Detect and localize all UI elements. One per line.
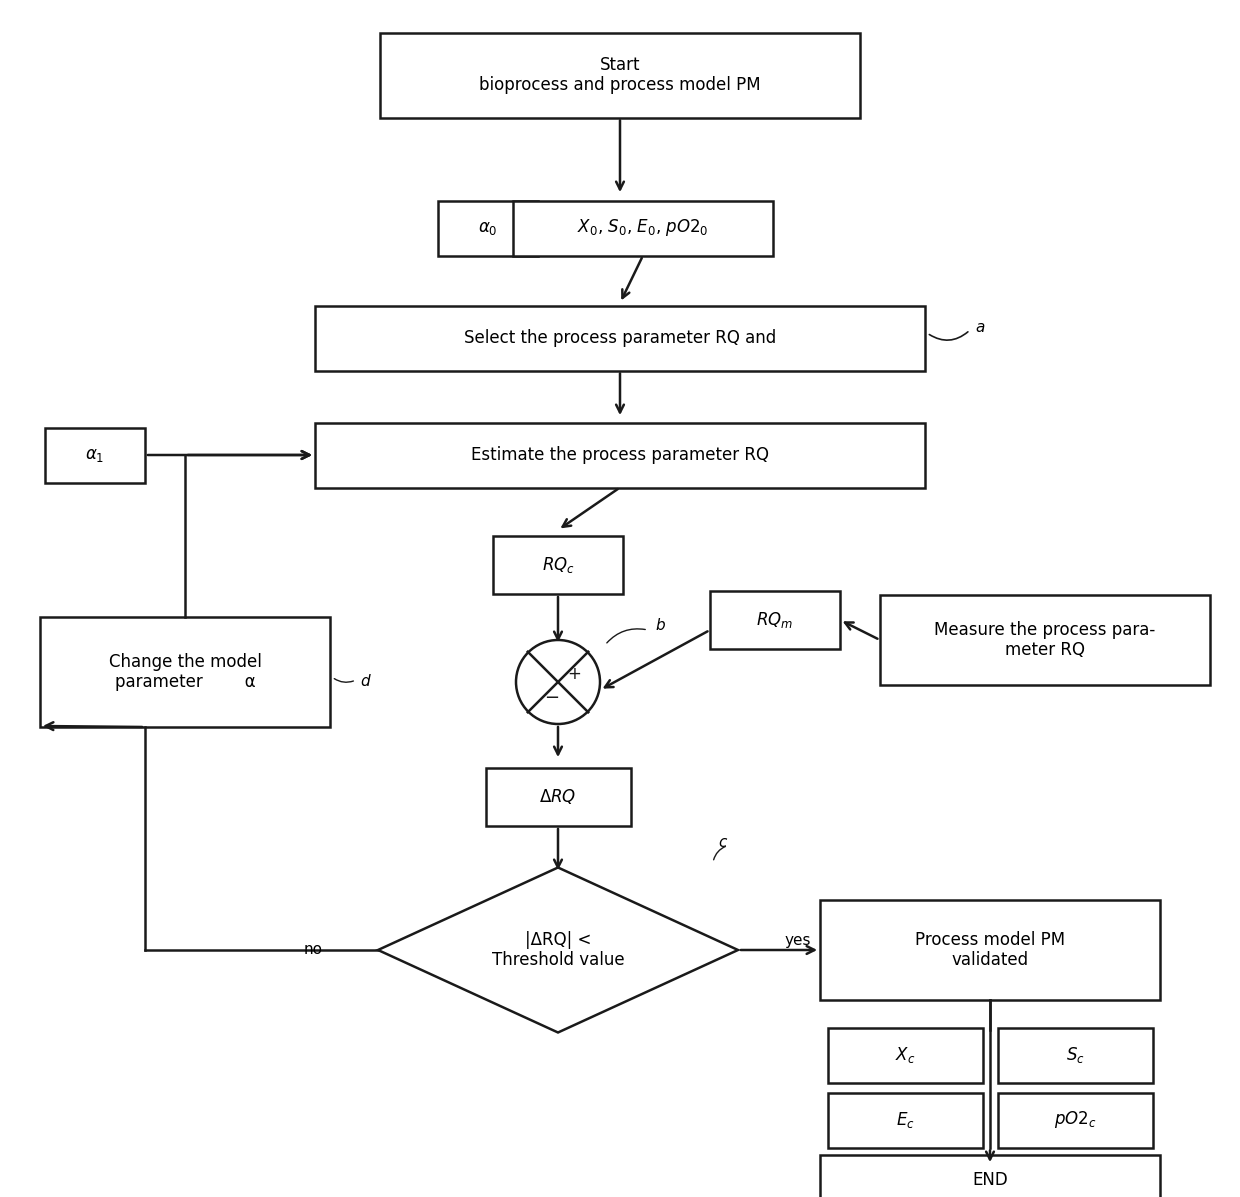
Text: Change the model
parameter        α: Change the model parameter α [109, 652, 262, 692]
Text: a: a [975, 321, 985, 335]
Text: Measure the process para-
meter RQ: Measure the process para- meter RQ [935, 620, 1156, 660]
Text: Start
bioprocess and process model PM: Start bioprocess and process model PM [479, 55, 761, 95]
Bar [513, 201, 773, 255]
Text: Process model PM
validated: Process model PM validated [915, 930, 1065, 970]
Bar [40, 616, 330, 727]
Text: Estimate the process parameter RQ: Estimate the process parameter RQ [471, 446, 769, 464]
Text: $X_0$, $S_0$, $E_0$, $pO2_0$: $X_0$, $S_0$, $E_0$, $pO2_0$ [577, 218, 709, 238]
Bar [438, 201, 538, 255]
Text: −: − [544, 689, 559, 707]
Text: $RQ_m$: $RQ_m$ [756, 610, 794, 630]
Bar [827, 1027, 982, 1082]
Text: +: + [567, 666, 580, 683]
Bar [45, 427, 145, 482]
Text: $\alpha_0$: $\alpha_0$ [479, 219, 497, 237]
Bar [827, 1093, 982, 1148]
Text: $E_c$: $E_c$ [895, 1110, 914, 1130]
Circle shape [516, 640, 600, 724]
Bar [315, 305, 925, 371]
Text: $\Delta RQ$: $\Delta RQ$ [539, 788, 577, 807]
Bar [820, 1155, 1159, 1197]
Text: $pO2_c$: $pO2_c$ [1054, 1110, 1096, 1130]
Bar [880, 595, 1210, 685]
Bar [711, 591, 839, 649]
Text: d: d [360, 674, 370, 689]
Text: $S_c$: $S_c$ [1065, 1045, 1085, 1065]
Text: yes: yes [785, 932, 811, 948]
Text: $RQ_c$: $RQ_c$ [542, 555, 574, 575]
Bar [997, 1027, 1152, 1082]
Text: Select the process parameter RQ and: Select the process parameter RQ and [464, 329, 776, 347]
Bar [494, 536, 622, 594]
Bar [820, 900, 1159, 999]
Text: b: b [655, 618, 665, 632]
Polygon shape [378, 868, 738, 1033]
Text: |ΔRQ| <
Threshold value: |ΔRQ| < Threshold value [492, 930, 624, 970]
Bar [486, 768, 630, 826]
Bar [315, 423, 925, 487]
Bar [997, 1093, 1152, 1148]
Text: $X_c$: $X_c$ [895, 1045, 915, 1065]
Bar [379, 32, 861, 117]
Text: END: END [972, 1171, 1008, 1189]
Text: $\alpha_1$: $\alpha_1$ [86, 446, 104, 464]
Text: no: no [304, 942, 322, 958]
Text: c: c [718, 836, 727, 850]
